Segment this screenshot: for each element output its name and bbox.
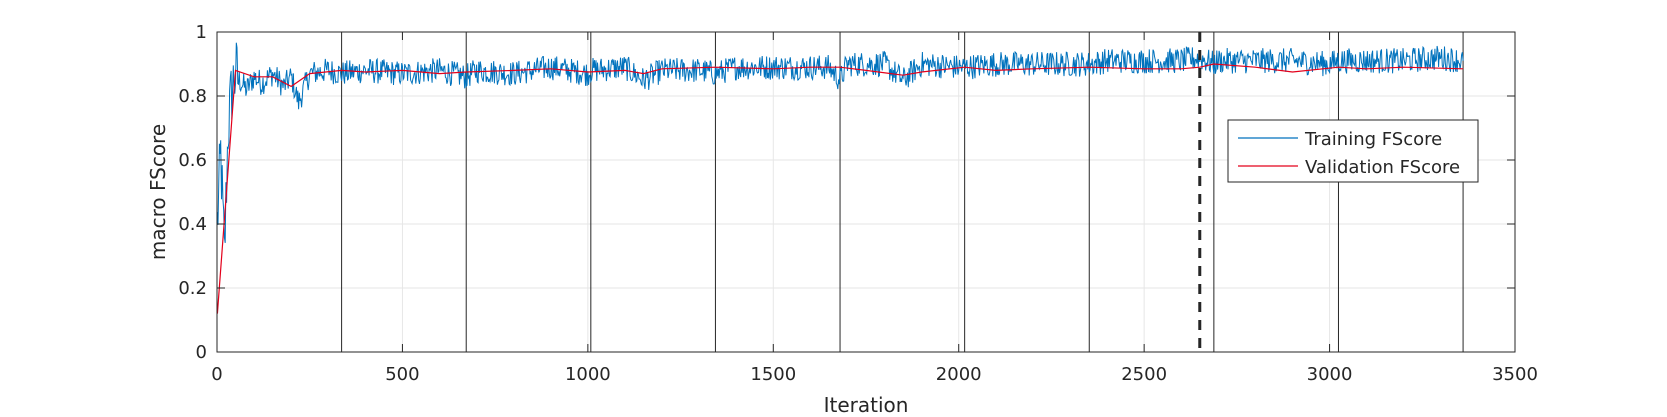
y-tick-label: 1 (196, 22, 207, 43)
x-tick-label: 500 (385, 364, 419, 385)
x-tick-label: 2000 (936, 364, 982, 385)
y-tick-label: 0.2 (178, 278, 207, 299)
x-tick-label: 0 (211, 364, 222, 385)
y-tick-label: 0.6 (178, 150, 207, 171)
x-axis-label: Iteration (824, 393, 909, 417)
y-tick-labels: 0 0.2 0.4 0.6 0.8 1 (178, 22, 207, 363)
plot-frame (216, 31, 1516, 353)
y-tick-label: 0 (196, 342, 207, 363)
legend-label-validation: Validation FScore (1305, 157, 1460, 178)
legend-box (1227, 119, 1479, 183)
series-line-validation (216, 63, 1464, 314)
x-tick-labels: 0 500 1000 1500 2000 2500 3000 3500 (211, 364, 1538, 385)
tick-marks (216, 31, 1516, 353)
x-tick-label: 2500 (1121, 364, 1167, 385)
legend-label-training: Training FScore (1304, 129, 1442, 150)
epoch-lines (341, 32, 1464, 352)
y-tick-label: 0.4 (178, 214, 207, 235)
data-series (216, 42, 1464, 314)
x-tick-label: 1500 (750, 364, 796, 385)
y-axis-label: macro FScore (146, 124, 170, 260)
x-tick-label: 3000 (1307, 364, 1353, 385)
x-tick-label: 1000 (565, 364, 611, 385)
legend: Training FScore Validation FScore (1227, 119, 1479, 183)
series-line-training (216, 42, 1464, 243)
plot-area (217, 32, 1515, 352)
y-tick-label: 0.8 (178, 86, 207, 107)
x-tick-label: 3500 (1492, 364, 1538, 385)
